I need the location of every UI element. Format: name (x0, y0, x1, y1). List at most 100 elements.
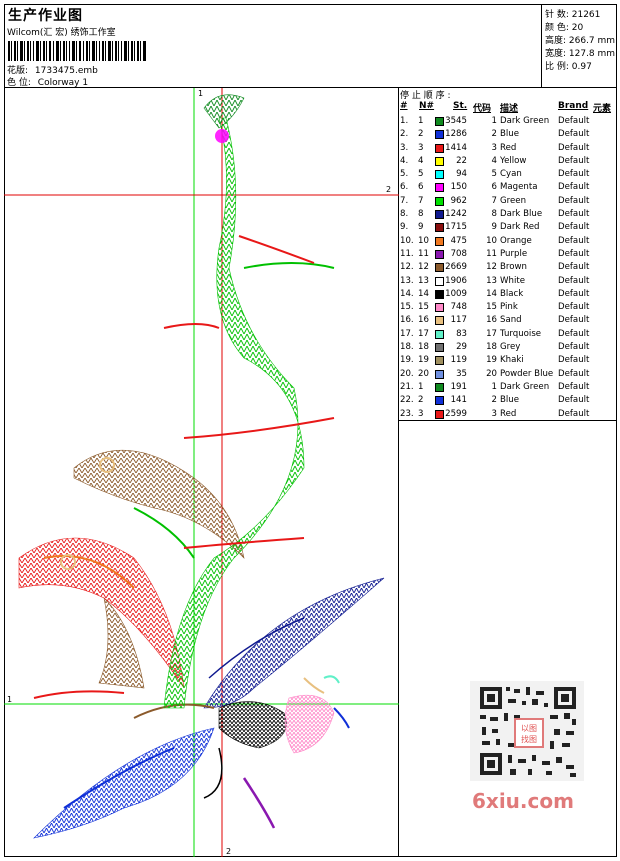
row-code: 16 (486, 315, 497, 326)
row-stitches: 117 (450, 315, 467, 326)
row-brand: Default (558, 182, 590, 193)
row-stitches: 1286 (445, 129, 467, 140)
row-needle: 8 (418, 209, 424, 220)
row-index: 6. (400, 182, 409, 193)
row-stitches: 94 (456, 169, 467, 180)
stop-sequence-row: 19. 19 119 19 Khaki Default (399, 354, 617, 367)
color-swatch (435, 263, 444, 273)
barcode (8, 41, 146, 61)
row-needle: 2 (418, 395, 424, 406)
row-brand: Default (558, 248, 590, 259)
color-swatch (435, 289, 444, 299)
row-description: Green (500, 195, 527, 206)
color-swatch (435, 183, 444, 193)
row-description: Dark Green (500, 381, 550, 392)
row-index: 7. (400, 195, 409, 206)
color-swatch (435, 223, 444, 233)
row-stitches: 2669 (445, 262, 467, 273)
row-code: 9 (491, 222, 497, 233)
studio-name: Wilcom(汇 宏) 绣饰工作室 (7, 28, 116, 38)
row-code: 3 (491, 408, 497, 419)
color-swatch (435, 303, 444, 313)
color-swatch (435, 170, 444, 180)
row-index: 1. (400, 116, 409, 126)
row-stitches: 1242 (445, 209, 467, 220)
row-brand: Default (558, 209, 590, 220)
row-stitches: 1414 (445, 142, 467, 153)
qr-stamp-top: 以图 (521, 724, 537, 733)
color-swatch (435, 196, 444, 206)
marker-x-bottom: 2 (226, 847, 231, 856)
header-info: 生产作业图 Wilcom(汇 宏) 绣饰工作室 花版: 1733475.emb … (4, 4, 542, 88)
row-code: 19 (486, 355, 497, 366)
color-swatch (435, 409, 444, 419)
row-description: Orange (500, 235, 532, 246)
marker-x-top: 1 (198, 89, 203, 98)
stop-sequence-row: 17. 17 83 17 Turquoise Default (399, 328, 617, 341)
row-index: 21. (400, 381, 414, 392)
embroidery-design: 1 2 2 1 (4, 88, 399, 857)
stop-sequence-row: 4. 4 22 4 Yellow Default (399, 155, 617, 168)
row-needle: 15 (418, 302, 429, 313)
design-canvas: 1 2 2 1 (4, 88, 399, 857)
row-index: 19. (400, 355, 414, 366)
row-stitches: 141 (450, 395, 467, 406)
row-brand: Default (558, 368, 590, 379)
colorway: 色 位: Colorway 1 (7, 75, 88, 88)
stop-sequence-row: 2. 2 1286 2 Blue Default (399, 128, 617, 141)
color-swatch (435, 236, 444, 246)
row-stitches: 1906 (445, 275, 467, 286)
row-code: 8 (491, 209, 497, 220)
row-needle: 16 (418, 315, 429, 326)
color-swatch (435, 276, 444, 286)
row-needle: 11 (418, 248, 429, 259)
stop-sequence-row: 18. 18 29 18 Grey Default (399, 341, 617, 354)
row-description: Black (500, 288, 524, 299)
stop-sequence-panel: 停 止 顺 序 : # N# St. 代码 描述 Brand 元素 1. 1 354… (399, 88, 617, 857)
row-code: 3 (491, 142, 497, 153)
row-index: 22. (400, 395, 414, 406)
row-description: Dark Green (500, 116, 550, 126)
color-swatch (435, 249, 444, 259)
row-code: 12 (486, 262, 497, 273)
stop-sequence-title: 停 止 顺 序 : (400, 91, 451, 101)
pattern-value: 1733475.emb (34, 66, 98, 76)
row-brand: Default (558, 235, 590, 246)
row-description: Cyan (500, 169, 522, 180)
row-description: Purple (500, 248, 528, 259)
stop-sequence-row: 3. 3 1414 3 Red Default (399, 142, 617, 155)
row-index: 14. (400, 288, 414, 299)
col-header-brand: Brand (558, 101, 589, 111)
row-description: Red (500, 142, 517, 153)
sheet-frame (4, 4, 617, 857)
stop-sequence-row: 1. 1 3545 1 Dark Green Default (399, 115, 617, 128)
row-stitches: 22 (456, 155, 467, 166)
stop-sequence-row: 7. 7 962 7 Green Default (399, 195, 617, 208)
row-brand: Default (558, 262, 590, 273)
row-needle: 1 (418, 381, 424, 392)
row-stitches: 748 (450, 302, 467, 313)
row-stitches: 2599 (445, 408, 467, 419)
stop-sequence-row: 14. 14 1009 14 Black Default (399, 288, 617, 301)
row-stitches: 83 (456, 328, 467, 339)
row-stitches: 1715 (445, 222, 467, 233)
row-index: 16. (400, 315, 414, 326)
stop-sequence-row: 11. 11 708 11 Purple Default (399, 248, 617, 261)
row-code: 15 (486, 302, 497, 313)
stop-sequence-row: 10. 10 475 10 Orange Default (399, 235, 617, 248)
row-description: Grey (500, 342, 521, 353)
marker-y-lower: 1 (7, 695, 12, 704)
color-swatch (435, 210, 444, 220)
row-index: 20. (400, 368, 414, 379)
row-code: 11 (486, 248, 497, 259)
color-swatch (435, 143, 444, 153)
color-swatch (435, 369, 444, 379)
row-description: Powder Blue (500, 368, 554, 379)
row-description: Sand (500, 315, 522, 326)
row-index: 2. (400, 129, 409, 140)
stop-sequence-row: 15. 15 748 15 Pink Default (399, 301, 617, 314)
row-stitches: 1009 (445, 288, 467, 299)
row-needle: 12 (418, 262, 429, 273)
row-code: 1 (491, 381, 497, 392)
qr-stamp-bottom: 找图 (521, 734, 537, 744)
